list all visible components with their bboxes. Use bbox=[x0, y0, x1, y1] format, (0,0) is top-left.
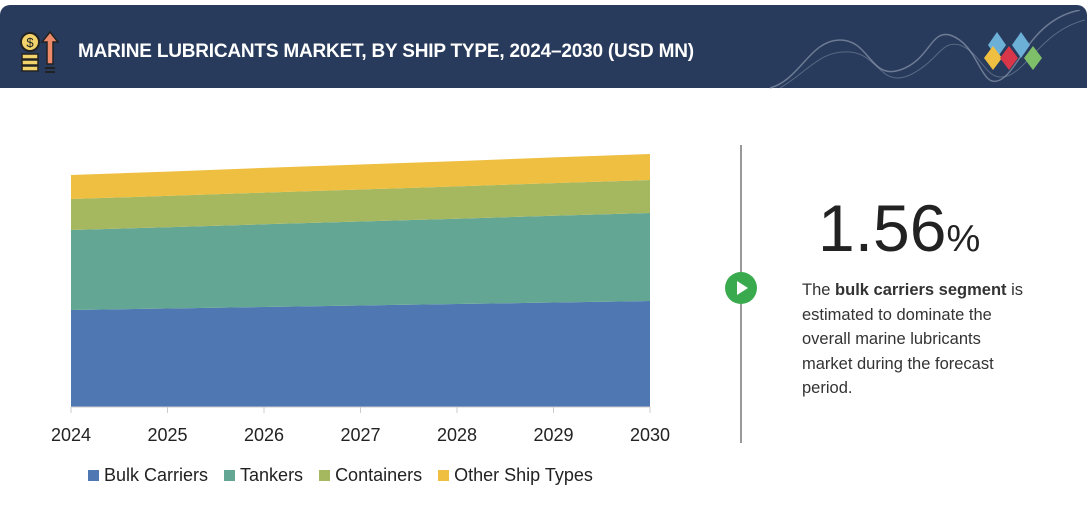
brand-logo-decoration bbox=[769, 10, 1086, 89]
legend-item-other-ship-types: Other Ship Types bbox=[438, 465, 593, 486]
stacked-area-chart: 2024 2025 2026 2027 2028 2029 2030 bbox=[51, 154, 670, 445]
x-tick-label: 2026 bbox=[244, 425, 284, 445]
legend-item-bulk-carriers: Bulk Carriers bbox=[88, 465, 208, 486]
desc-pre: The bbox=[802, 281, 836, 299]
x-tick-label: 2029 bbox=[533, 425, 573, 445]
play-arrow-icon bbox=[725, 272, 757, 304]
area-bulk-carriers bbox=[71, 301, 650, 407]
legend-swatch bbox=[438, 470, 450, 481]
highlight-description: The bulk carriers segment is estimated t… bbox=[802, 278, 1032, 401]
chart-title: MARINE LUBRICANTS MARKET, BY SHIP TYPE, … bbox=[78, 41, 694, 62]
header-bar: $ MARINE LUBRICANTS MARKET, BY SHIP TYPE… bbox=[0, 5, 1087, 89]
cagr-number: 1.56 bbox=[818, 191, 947, 265]
cagr-value: 1.56% bbox=[818, 190, 980, 266]
area-other-ship-types bbox=[71, 154, 650, 199]
area-containers bbox=[71, 180, 650, 230]
legend-label: Containers bbox=[335, 465, 423, 485]
cagr-unit: % bbox=[946, 218, 981, 260]
legend-label: Tankers bbox=[240, 465, 304, 485]
x-tick-label: 2025 bbox=[147, 425, 187, 445]
legend-swatch bbox=[319, 470, 331, 481]
legend: Bulk Carriers Tankers Containers Other S… bbox=[88, 465, 609, 486]
x-tick-label: 2027 bbox=[340, 425, 380, 445]
legend-label: Other Ship Types bbox=[454, 465, 593, 485]
legend-label: Bulk Carriers bbox=[104, 465, 209, 485]
x-tick-label: 2030 bbox=[630, 425, 670, 445]
legend-swatch bbox=[224, 470, 236, 481]
area-tankers bbox=[71, 213, 650, 310]
desc-post: is estimated to dominate the overall mar… bbox=[802, 281, 1024, 397]
x-tick-label: 2024 bbox=[51, 425, 91, 445]
legend-item-containers: Containers bbox=[319, 465, 422, 486]
svg-text:$: $ bbox=[26, 35, 34, 50]
legend-item-tankers: Tankers bbox=[224, 465, 303, 486]
money-growth-icon: $ bbox=[20, 30, 60, 73]
x-tick-label: 2028 bbox=[437, 425, 477, 445]
legend-swatch bbox=[88, 470, 99, 481]
desc-bold: bulk carriers segment bbox=[835, 281, 1007, 299]
